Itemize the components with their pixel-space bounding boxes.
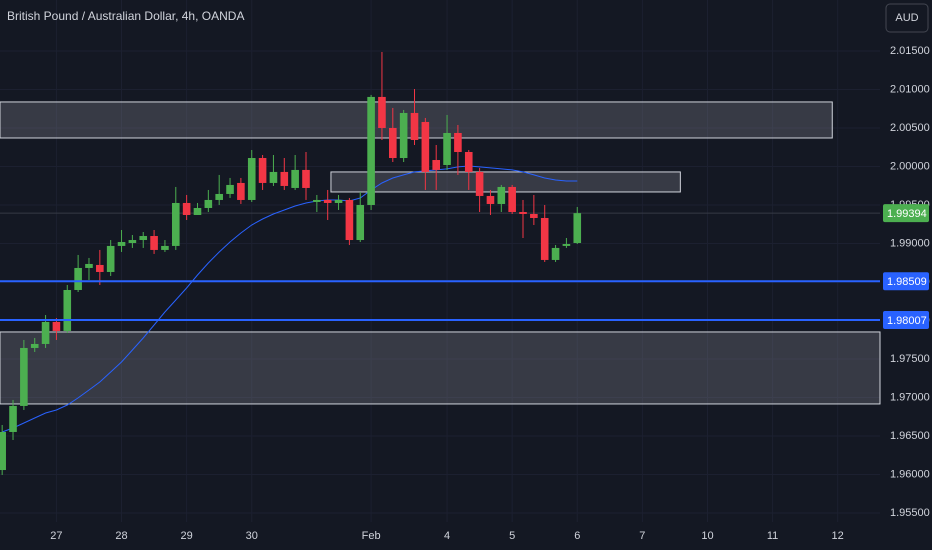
candle-body bbox=[63, 289, 72, 331]
candle-body bbox=[497, 186, 506, 204]
candle-body bbox=[378, 96, 386, 128]
candle-body bbox=[562, 244, 571, 246]
x-tick-label: 28 bbox=[115, 530, 127, 542]
candle-body bbox=[117, 242, 126, 246]
axis-layer: 2.015002.010002.005002.000001.995001.990… bbox=[50, 45, 929, 542]
candle-body bbox=[150, 236, 158, 250]
y-tick-label: 2.00000 bbox=[890, 160, 930, 172]
candle-body bbox=[389, 127, 397, 159]
zone bbox=[0, 331, 881, 405]
level-tag bbox=[883, 310, 929, 329]
x-tick-label: 29 bbox=[181, 530, 193, 542]
currency: AUD bbox=[895, 12, 918, 24]
candle-body bbox=[486, 195, 495, 204]
candle-body bbox=[291, 169, 299, 188]
candle-body bbox=[74, 267, 82, 290]
plot-area bbox=[0, 0, 881, 522]
candle-body bbox=[530, 213, 538, 218]
candle-body bbox=[128, 240, 137, 244]
currency-box[interactable] bbox=[885, 3, 929, 33]
candle-body bbox=[171, 202, 180, 246]
x-tick-label: 7 bbox=[639, 530, 645, 542]
candle-body bbox=[85, 263, 93, 268]
y-tick-label: 1.97500 bbox=[890, 353, 930, 365]
y-tick-label: 2.01000 bbox=[890, 83, 930, 95]
candle-body bbox=[367, 96, 375, 205]
level-label: 1.98509 bbox=[887, 276, 927, 288]
candle-body bbox=[237, 182, 245, 200]
chart-title: British Pound / Australian Dollar, 4h, O… bbox=[7, 9, 244, 23]
candle-body bbox=[226, 184, 234, 194]
candle-body bbox=[519, 211, 527, 214]
candle-body bbox=[399, 112, 408, 159]
x-tick-label: 10 bbox=[701, 530, 713, 542]
candle-body bbox=[551, 247, 560, 260]
last-price-tag bbox=[883, 204, 929, 223]
candle-body bbox=[464, 152, 473, 172]
candle-body bbox=[323, 199, 332, 203]
candle-body bbox=[161, 245, 169, 250]
candle-body bbox=[182, 202, 191, 215]
y-tick-label: 2.01500 bbox=[890, 45, 930, 57]
y-tick-label: 1.96000 bbox=[890, 468, 930, 480]
candle-body bbox=[106, 245, 115, 272]
candle-body bbox=[573, 213, 582, 244]
candle-body bbox=[432, 160, 440, 170]
x-tick-label: 6 bbox=[574, 530, 580, 542]
candle-body bbox=[313, 199, 321, 202]
x-tick-label: 11 bbox=[767, 530, 778, 542]
moving-average bbox=[2, 165, 578, 433]
y-tick-label: 2.00500 bbox=[890, 122, 930, 134]
candle-body bbox=[334, 199, 343, 203]
candle-body bbox=[410, 112, 419, 140]
candle-body bbox=[20, 347, 28, 406]
x-tick-label: 30 bbox=[246, 530, 258, 542]
candle-body bbox=[421, 121, 430, 172]
level-tag bbox=[883, 272, 929, 291]
candle-body bbox=[258, 158, 267, 183]
candle-body bbox=[247, 158, 256, 200]
candle-body bbox=[302, 169, 310, 188]
candle-body bbox=[454, 132, 462, 153]
candle-body bbox=[443, 132, 451, 166]
candle-body bbox=[269, 171, 278, 183]
x-tick-label: 12 bbox=[832, 530, 844, 542]
x-tick-label: 4 bbox=[444, 530, 450, 542]
level-label: 1.98007 bbox=[887, 315, 927, 327]
candle-body bbox=[508, 186, 516, 212]
last-price-label: 1.99394 bbox=[887, 208, 927, 220]
candle-body bbox=[345, 199, 354, 241]
y-tick-label: 1.99000 bbox=[890, 237, 930, 249]
x-tick-label: 27 bbox=[50, 530, 62, 542]
x-tick-label: Feb bbox=[362, 530, 381, 542]
candle-body bbox=[41, 321, 50, 344]
candle-body bbox=[96, 264, 104, 272]
candle-body bbox=[204, 199, 213, 208]
candle-body bbox=[0, 431, 6, 471]
candle-body bbox=[356, 204, 365, 241]
candle-body bbox=[215, 193, 223, 200]
candle-body bbox=[30, 343, 39, 348]
candle-body bbox=[139, 236, 148, 241]
y-tick-label: 1.96500 bbox=[890, 430, 930, 442]
candle-body bbox=[540, 217, 549, 260]
x-tick-label: 5 bbox=[509, 530, 515, 542]
candle-body bbox=[52, 321, 61, 331]
y-tick-label: 1.97000 bbox=[890, 391, 930, 403]
candle-body bbox=[9, 405, 17, 432]
candle-body bbox=[193, 207, 202, 215]
candle-body bbox=[475, 171, 484, 196]
zone bbox=[330, 171, 681, 193]
candle-body bbox=[280, 171, 289, 186]
y-tick-label: 1.95500 bbox=[890, 507, 930, 519]
